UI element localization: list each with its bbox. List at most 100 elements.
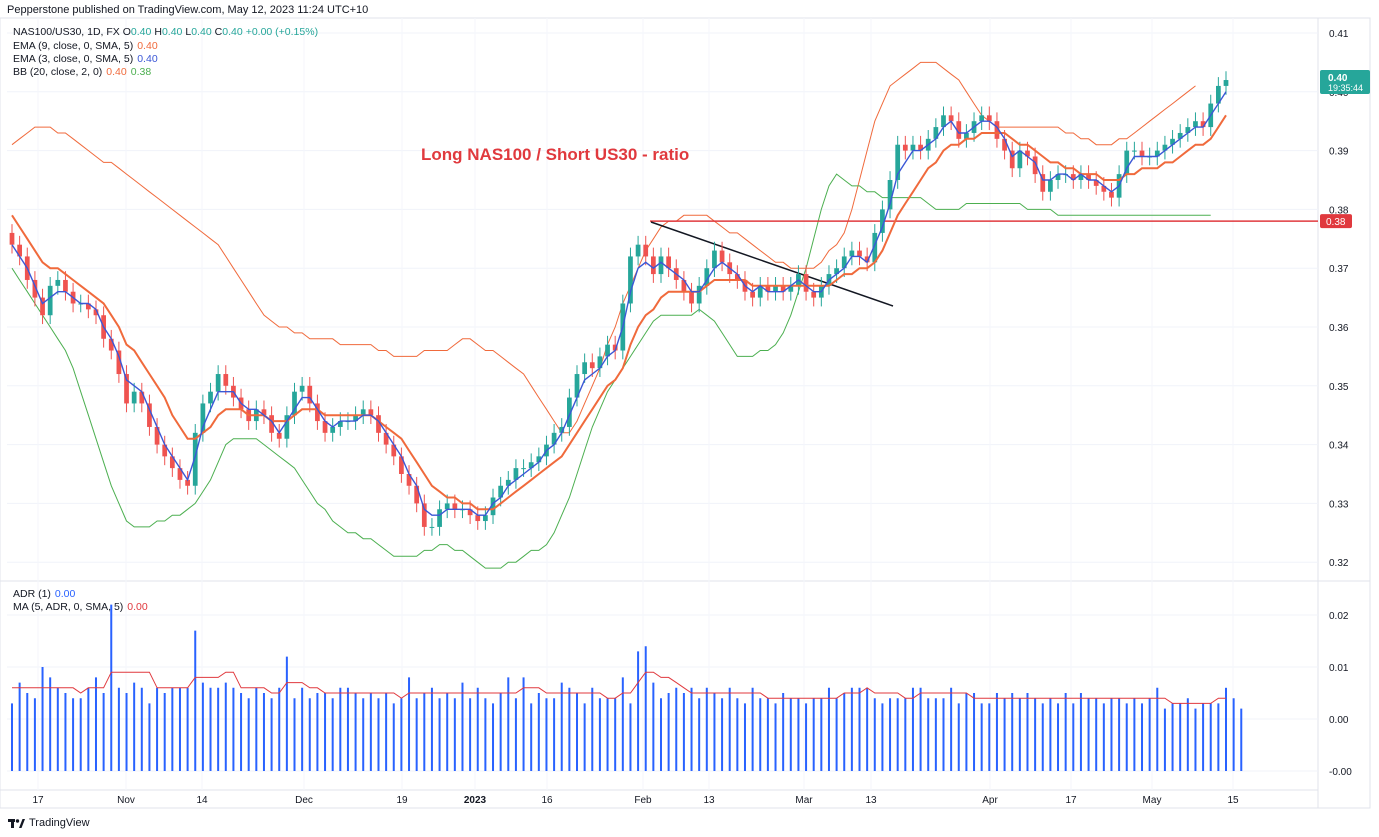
candle-body[interactable] [444,503,450,510]
candle-body[interactable] [918,144,923,151]
indicator-legend-row[interactable]: ADR (1) 0.00 [13,588,75,600]
candle-body[interactable] [536,456,542,463]
candle-body[interactable] [40,297,45,316]
candle-body[interactable] [85,303,91,310]
candle-body[interactable] [162,444,168,457]
candle-body[interactable] [1002,138,1007,151]
candle-body[interactable] [887,180,893,210]
candle-body[interactable] [475,515,481,522]
candle-body[interactable] [406,474,412,486]
indicator-legend-row[interactable]: EMA (3, close, 0, SMA, 5) 0.40 [13,53,158,65]
candle-body[interactable] [872,232,878,263]
candle-body[interactable] [979,115,985,122]
candle-body[interactable] [1032,156,1038,175]
candle-body[interactable] [528,462,534,469]
candle-body[interactable] [704,268,710,286]
candle-body[interactable] [1223,80,1229,86]
candle-body[interactable] [383,432,389,445]
candle-body[interactable] [834,268,839,275]
candle-body[interactable] [773,285,778,292]
candle-body[interactable] [719,250,725,263]
candle-body[interactable] [208,391,213,404]
candle-body[interactable] [750,291,755,298]
candle-body[interactable] [551,432,557,445]
candle-body[interactable] [734,274,740,280]
candle-body[interactable] [559,426,565,433]
candle-body[interactable] [811,291,817,298]
candle-body[interactable] [857,250,862,257]
candle-body[interactable] [353,415,358,422]
candle-body[interactable] [299,385,305,392]
candle-body[interactable] [429,526,435,528]
candle-body[interactable] [635,244,641,257]
candle-body[interactable] [597,356,603,369]
candle-body[interactable] [32,279,38,298]
candle-body[interactable] [1177,132,1183,139]
candle-body[interactable] [1170,138,1175,145]
indicator-legend-row[interactable]: MA (5, ADR, 0, SMA, 5) 0.00 [13,601,148,613]
candle-body[interactable] [55,279,61,286]
candle-body[interactable] [1154,150,1160,157]
candle-body[interactable] [169,456,175,469]
candle-body[interactable] [452,503,458,510]
candle-body[interactable] [139,391,145,404]
candle-body[interactable] [124,374,129,404]
candle-body[interactable] [948,115,954,122]
candle-body[interactable] [1139,150,1145,157]
candle-body[interactable] [223,374,229,386]
candle-body[interactable] [292,391,297,416]
candle-body[interactable] [1193,121,1198,128]
candle-body[interactable] [200,403,206,433]
candle-body[interactable] [780,285,786,292]
candle-body[interactable] [902,144,908,151]
candle-body[interactable] [1185,127,1191,133]
candle-body[interactable] [589,362,595,369]
candle-body[interactable] [376,415,381,433]
candle-body[interactable] [994,121,1000,139]
candle-body[interactable] [307,385,313,404]
legend-symbol[interactable]: NAS100/US30, 1D, FX [13,26,120,38]
candle-body[interactable] [284,415,290,439]
candle-body[interactable] [437,509,442,527]
candle-body[interactable] [895,144,901,180]
candle-body[interactable] [582,362,588,375]
candle-body[interactable] [1055,174,1061,180]
candle-body[interactable] [1048,180,1053,192]
candle-body[interactable] [681,279,687,292]
candle-body[interactable] [391,444,397,457]
candle-body[interactable] [215,374,221,392]
candle-body[interactable] [315,403,320,422]
candle-body[interactable] [467,509,473,516]
candle-body[interactable] [330,426,336,433]
candle-body[interactable] [1070,174,1076,180]
candle-body[interactable] [399,456,404,474]
candle-body[interactable] [1009,150,1015,169]
candle-body[interactable] [864,256,870,263]
candle-body[interactable] [360,409,366,416]
candle-body[interactable] [483,515,488,522]
candle-body[interactable] [1078,174,1084,180]
candle-body[interactable] [116,350,122,375]
candle-body[interactable] [337,421,343,427]
candle-body[interactable] [513,468,519,480]
candle-body[interactable] [612,344,618,351]
candle-body[interactable] [574,374,580,398]
candle-body[interactable] [505,479,511,486]
candle-body[interactable] [131,391,137,404]
candle-body[interactable] [276,432,282,439]
candle-body[interactable] [1109,191,1114,198]
candle-body[interactable] [765,285,771,292]
candle-body[interactable] [849,250,855,257]
indicator-legend-row[interactable]: BB (20, close, 2, 0) 0.40 0.38 [13,66,151,78]
candle-body[interactable] [1101,185,1107,192]
candle-body[interactable] [17,244,23,257]
candle-body[interactable] [1040,174,1046,192]
candle-body[interactable] [490,497,496,516]
candle-body[interactable] [643,244,649,257]
candle-body[interactable] [154,426,160,445]
candle-body[interactable] [910,144,916,151]
candle-body[interactable] [712,250,717,269]
candle-body[interactable] [658,256,664,275]
candle-body[interactable] [1017,150,1023,169]
